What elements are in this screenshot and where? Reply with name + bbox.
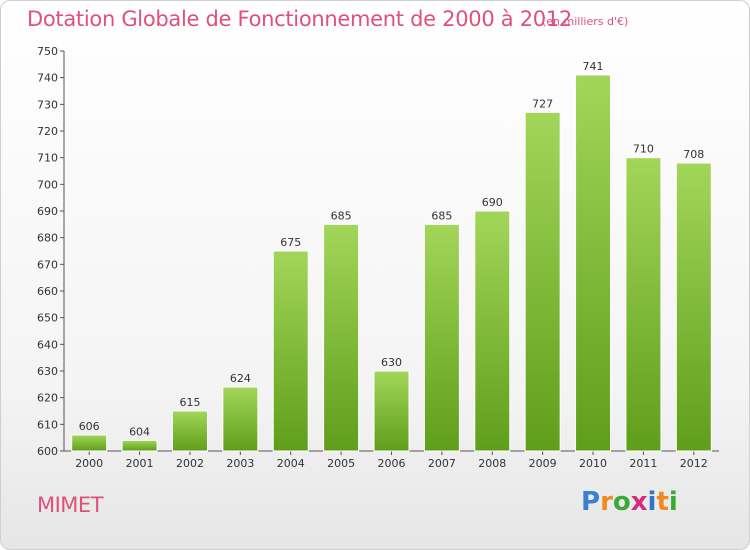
x-tick-label: 2012 [680, 457, 708, 470]
commune-name: MIMET [37, 493, 104, 517]
y-tick-label: 600 [37, 445, 58, 458]
x-tick-label: 2003 [226, 457, 254, 470]
y-tick-label: 670 [37, 258, 58, 271]
x-tick-label: 2005 [327, 457, 355, 470]
bar-value-label: 606 [79, 420, 100, 433]
bar-value-label: 604 [129, 425, 150, 438]
y-tick-label: 660 [37, 285, 58, 298]
y-tick-label: 610 [37, 418, 58, 431]
bar [423, 223, 460, 452]
chart-title: Dotation Globale de Fonctionnement de 20… [27, 7, 572, 31]
bar [524, 111, 561, 452]
y-tick-label: 640 [37, 338, 58, 351]
bar [121, 439, 158, 452]
proxiti-logo: Proxiti [581, 487, 678, 517]
bars [71, 74, 712, 452]
x-tick-label: 2010 [579, 457, 607, 470]
y-tick-label: 720 [37, 125, 58, 138]
bar [71, 434, 108, 452]
bar [323, 223, 360, 452]
bar-value-label: 741 [583, 60, 604, 73]
logo-letter: o [612, 487, 631, 517]
y-tick-label: 630 [37, 365, 58, 378]
logo-letter: x [630, 487, 648, 517]
x-tick-label: 2000 [75, 457, 103, 470]
bar [625, 157, 662, 452]
bar-value-label: 624 [230, 372, 251, 385]
logo-letter: P [581, 487, 601, 517]
bar [222, 386, 259, 452]
bar-value-label: 690 [482, 196, 503, 209]
y-tick-label: 730 [37, 98, 58, 111]
x-tick-label: 2001 [126, 457, 154, 470]
bar-value-label: 630 [381, 356, 402, 369]
bar [373, 370, 410, 452]
logo-letter: i [668, 487, 678, 517]
bar-value-label: 685 [331, 209, 352, 222]
bar-value-label: 727 [532, 97, 553, 110]
x-tick-label: 2009 [529, 457, 557, 470]
y-tick-label: 620 [37, 392, 58, 405]
y-tick-label: 740 [37, 72, 58, 85]
bar [171, 410, 208, 452]
chart-subtitle: (en milliers d'€) [542, 15, 629, 28]
logo-letter: i [647, 487, 657, 517]
bar-value-label: 708 [683, 148, 704, 161]
labels: 600 610 620 630 640 650 660 670 680 690 700 710 720 7… [37, 45, 708, 470]
x-tick-label: 2002 [176, 457, 204, 470]
bar-value-label: 710 [633, 143, 654, 156]
bar [474, 210, 511, 452]
y-tick-label: 700 [37, 178, 58, 191]
logo-letter: t [656, 487, 669, 517]
y-tick-label: 680 [37, 232, 58, 245]
y-tick-label: 710 [37, 152, 58, 165]
x-tick-label: 2006 [378, 457, 406, 470]
x-tick-label: 2008 [478, 457, 506, 470]
y-tick-label: 750 [37, 45, 58, 58]
bar [575, 74, 612, 452]
bar-value-label: 615 [179, 396, 200, 409]
x-tick-label: 2004 [277, 457, 305, 470]
y-tick-label: 650 [37, 312, 58, 325]
x-tick-label: 2007 [428, 457, 456, 470]
x-tick-label: 2011 [629, 457, 657, 470]
bar [675, 162, 712, 452]
y-tick-label: 690 [37, 205, 58, 218]
bar [272, 250, 309, 452]
logo-letter: r [600, 487, 613, 517]
bar-value-label: 675 [280, 236, 301, 249]
bar-value-label: 685 [431, 209, 452, 222]
